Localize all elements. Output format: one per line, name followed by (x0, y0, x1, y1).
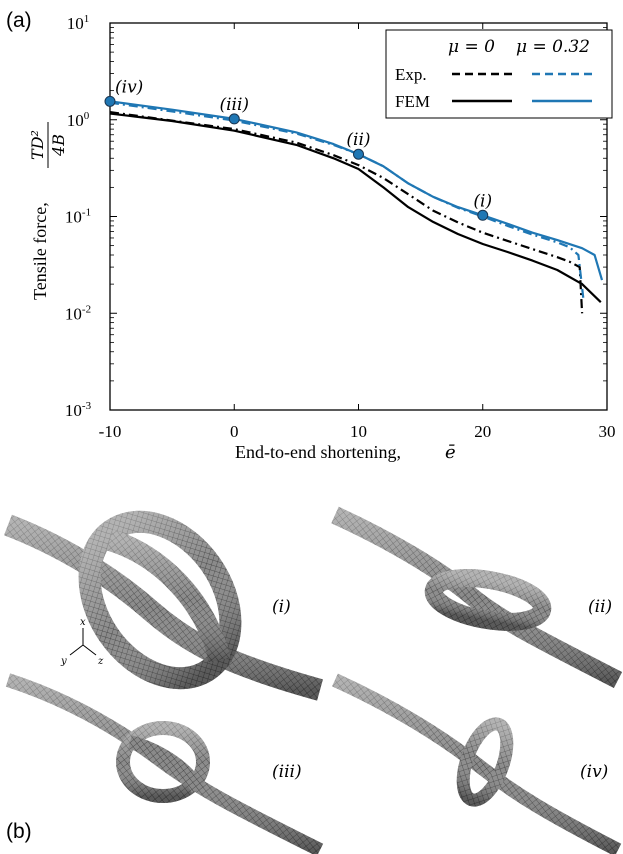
x-tick-label: -10 (99, 422, 122, 441)
state-marker-label: (iv) (115, 77, 143, 97)
state-marker-label: (i) (473, 191, 492, 211)
y-axis-numerator: TD² (28, 130, 47, 160)
series-line-fem_mu032 (109, 100, 604, 281)
axis-triad: x y z (60, 617, 104, 667)
legend: μ = 0 μ = 0.32 Exp. FEM (385, 29, 613, 119)
knot-label-iv: (iv) (580, 762, 608, 782)
y-tick-label: 101 (67, 13, 90, 33)
triad-z-label: z (97, 656, 104, 667)
marker-layer: (iv) (iii) (ii) (i) (104, 77, 492, 221)
y-tick-label: 10-3 (65, 400, 92, 420)
x-tick-label: 20 (474, 422, 491, 441)
state-marker-label: (ii) (346, 130, 370, 150)
knot-label-ii: (ii) (588, 597, 612, 617)
series-line-exp_mu0 (109, 111, 584, 314)
legend-row-exp: Exp. (395, 65, 427, 84)
state-marker (353, 148, 364, 160)
x-tick-label: 30 (599, 422, 616, 441)
knot-image-iii: (iii) (5, 673, 324, 854)
panel-a-label: (a) (6, 9, 32, 32)
x-tick-label: 10 (350, 422, 367, 441)
triad-x-label: x (80, 617, 86, 628)
y-axis-label: Tensile force, (30, 202, 50, 300)
knot-label-iii: (iii) (272, 762, 302, 782)
series-layer (109, 100, 604, 314)
series-line-exp_mu032 (109, 101, 585, 300)
state-marker (104, 95, 116, 107)
legend-col-mu032: μ = 0.32 (516, 37, 590, 57)
x-ticks: -10 0 10 20 30 (99, 23, 616, 441)
knot-image-ii: (ii) (331, 506, 623, 689)
legend-col-mu0: μ = 0 (448, 37, 495, 57)
x-tick-label: 0 (230, 422, 239, 441)
series-line-fem_mu0 (109, 112, 602, 303)
state-marker (228, 113, 240, 125)
knot-renderings: (i) (ii) (iii) (iv) (4, 506, 623, 854)
y-tick-label: 10-2 (65, 303, 91, 323)
legend-row-fem: FEM (395, 92, 430, 111)
y-axis-denominator: 4B (49, 134, 68, 157)
state-marker-label: (iii) (219, 95, 249, 115)
y-tick-label: 10-1 (65, 207, 91, 227)
knot-label-i: (i) (272, 597, 291, 617)
panel-b-label: (b) (6, 820, 32, 843)
x-axis-symbol: ē (445, 442, 456, 463)
y-axis-title: Tensile force, TD² 4B (28, 122, 68, 300)
state-marker (477, 209, 489, 221)
x-axis-label: End-to-end shortening, (235, 442, 401, 462)
knot-image-iv: (iv) (332, 673, 622, 854)
knot-image-i: (i) (4, 510, 323, 701)
triad-y-label: y (60, 656, 67, 667)
y-tick-label: 100 (67, 110, 90, 130)
